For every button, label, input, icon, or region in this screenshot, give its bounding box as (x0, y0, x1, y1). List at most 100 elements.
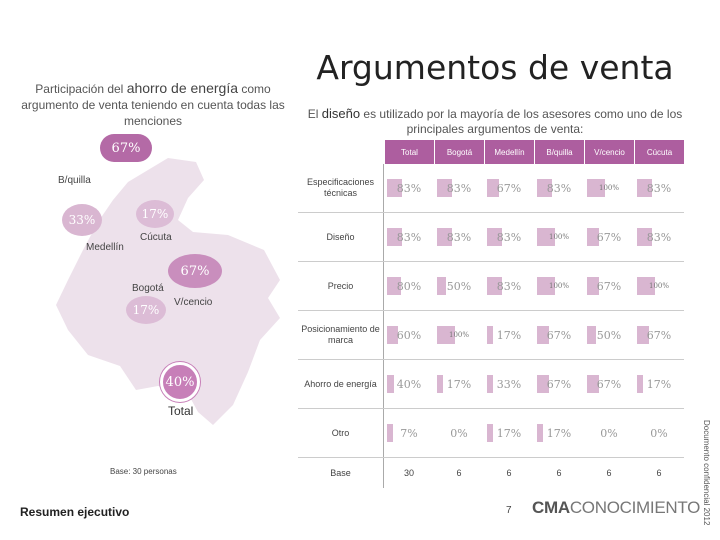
value-text: 100% (448, 331, 469, 339)
value-text: 33% (496, 377, 522, 391)
value-cell: 100% (434, 311, 484, 359)
value-bar (487, 424, 493, 442)
value-text: 17% (646, 377, 672, 391)
value-cell: 17% (634, 360, 684, 408)
column-header: Bogotá (434, 140, 484, 164)
value-cell: 83% (534, 164, 584, 212)
value-text: 0% (650, 426, 668, 440)
value-cell: 0% (634, 409, 684, 457)
value-text: 67% (496, 181, 522, 195)
value-bar (637, 326, 649, 344)
value-cell: 100% (584, 164, 634, 212)
subtitle: El diseño es utilizado por la mayoría de… (300, 106, 690, 137)
value-cell: 67% (584, 360, 634, 408)
table-row-base: Base 30 6 6 6 6 6 (298, 458, 684, 488)
value-bar (437, 179, 452, 197)
value-cell: 17% (484, 311, 534, 359)
value-text: 83% (546, 181, 572, 195)
value-bar (437, 375, 443, 393)
value-text: 67% (646, 328, 672, 342)
value-bar (587, 375, 599, 393)
value-text: 50% (596, 328, 622, 342)
value-bar (487, 179, 499, 197)
row-label: Ahorro de energía (298, 360, 384, 408)
value-cell: 67% (534, 311, 584, 359)
row-label: Diseño (298, 213, 384, 261)
base-cell: 6 (556, 468, 562, 478)
city-label-bogota: Bogotá (132, 283, 164, 294)
city-label-bquilla: B/quilla (58, 175, 91, 186)
page-number: 7 (506, 505, 512, 516)
value-cell: 67% (634, 311, 684, 359)
column-header: Total (384, 140, 434, 164)
value-text: 67% (596, 230, 622, 244)
value-bar (437, 228, 452, 246)
value-text: 100% (648, 282, 669, 290)
value-text: 17% (546, 426, 572, 440)
row-label: Precio (298, 262, 384, 310)
column-header: Cúcuta (634, 140, 684, 164)
row-label: Posicionamiento de marca (298, 311, 384, 359)
value-text: 0% (450, 426, 468, 440)
value-text: 83% (446, 230, 472, 244)
value-text: 83% (496, 279, 522, 293)
value-bar (537, 375, 549, 393)
base-cell: 6 (456, 468, 462, 478)
base-cell: 6 (606, 468, 612, 478)
bubble-total: 40% (160, 362, 200, 402)
footer-section-title: Resumen ejecutivo (20, 505, 130, 519)
value-bar (387, 326, 398, 344)
value-bar (537, 228, 555, 246)
value-cell: 17% (534, 409, 584, 457)
value-cell: 100% (634, 262, 684, 310)
value-text: 67% (596, 377, 622, 391)
value-cell: 50% (434, 262, 484, 310)
total-label: Total (168, 404, 194, 418)
value-cell: 67% (584, 213, 634, 261)
value-bar (387, 375, 394, 393)
confidential-note: Documento confidencial 2012 (702, 420, 711, 526)
value-cell: 50% (584, 311, 634, 359)
value-text: 50% (446, 279, 472, 293)
value-bar (487, 228, 502, 246)
value-text: 60% (396, 328, 422, 342)
value-text: 80% (396, 279, 422, 293)
value-cell: 83% (434, 164, 484, 212)
row-label: Base (298, 458, 384, 488)
value-bar (387, 424, 393, 442)
city-label-medellin: Medellín (86, 242, 124, 253)
colombia-map: 67% B/quilla 33% Medellín 17% Cúcuta 67%… (28, 134, 290, 430)
row-label: Otro (298, 409, 384, 457)
value-cell: 100% (534, 213, 584, 261)
column-header: Medellín (484, 140, 534, 164)
value-cell: 67% (584, 262, 634, 310)
value-cell: 83% (484, 213, 534, 261)
value-bar (537, 326, 549, 344)
value-cell: 83% (634, 164, 684, 212)
value-bar (387, 179, 402, 197)
table-body: Especificaciones técnicas 83% 83% 67% 83% 100… (298, 164, 684, 488)
value-cell: 83% (434, 213, 484, 261)
bubble-medellin: 33% (62, 204, 102, 236)
logo-bold: CMA (532, 498, 570, 517)
page-title: Argumentos de venta (316, 48, 674, 87)
value-cell: 83% (384, 164, 434, 212)
value-bar (537, 424, 543, 442)
value-text: 100% (548, 282, 569, 290)
left-heading-post: como argumento de venta teniendo en cuen… (21, 82, 285, 128)
value-text: 83% (496, 230, 522, 244)
subtitle-post: es utilizado por la mayoría de los aseso… (360, 107, 683, 136)
value-bar (387, 228, 402, 246)
base-cell: 6 (506, 468, 512, 478)
value-bar (437, 326, 455, 344)
value-text: 67% (596, 279, 622, 293)
row-label: Especificaciones técnicas (298, 164, 384, 212)
value-bar (587, 277, 599, 295)
value-text: 100% (598, 184, 619, 192)
value-cell: 60% (384, 311, 434, 359)
table-header: Total Bogotá Medellín B/quilla V/cencio … (298, 140, 684, 164)
left-heading-highlight: ahorro de energía (126, 80, 238, 96)
value-text: 83% (396, 181, 422, 195)
base-note: Base: 30 personas (110, 467, 177, 476)
value-text: 17% (446, 377, 472, 391)
